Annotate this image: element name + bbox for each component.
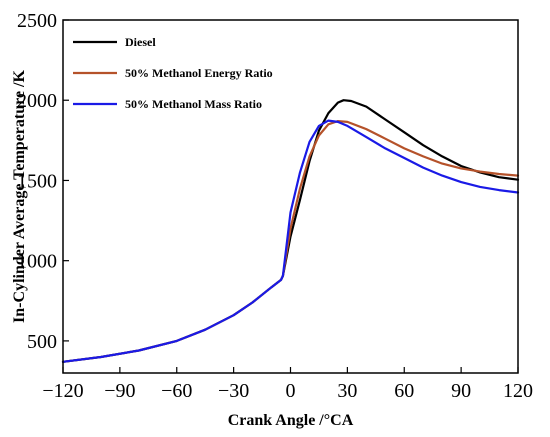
x-tick-label: −90 <box>104 380 135 402</box>
x-tick-label: 0 <box>286 380 296 402</box>
x-tick-label: 120 <box>503 380 533 402</box>
legend: Diesel 50% Methanol Energy Ratio 50% Metha… <box>73 35 273 111</box>
y-axis-label: In-Cylinder Average Temperature /K <box>11 70 28 323</box>
legend-entry: Diesel <box>125 35 156 49</box>
x-tick-label: 60 <box>394 380 414 402</box>
legend-entry: 50% Methanol Energy Ratio <box>125 66 273 80</box>
x-tick-label: −120 <box>42 380 83 402</box>
x-axis-label: Crank Angle /°CA <box>228 412 354 429</box>
y-tick-label: 2500 <box>17 10 57 32</box>
x-tick-label: −60 <box>161 380 192 402</box>
y-tick-label: 2000 <box>17 90 57 112</box>
y-tick-label: 500 <box>27 331 57 353</box>
y-tick-label: 1000 <box>17 251 57 273</box>
series-layer <box>61 99 520 363</box>
x-tick-label: 30 <box>337 380 357 402</box>
x-tick-label: 90 <box>451 380 471 402</box>
series-line-3 <box>61 119 520 363</box>
x-tick-label: −30 <box>218 380 249 402</box>
y-tick-label: 1500 <box>17 170 57 192</box>
ticks-layer: −120 −90 −60 −30 0 30 60 90 120 500 1000 1500 2000 25… <box>17 10 533 402</box>
legend-entry: 50% Methanol Mass Ratio <box>125 97 262 111</box>
